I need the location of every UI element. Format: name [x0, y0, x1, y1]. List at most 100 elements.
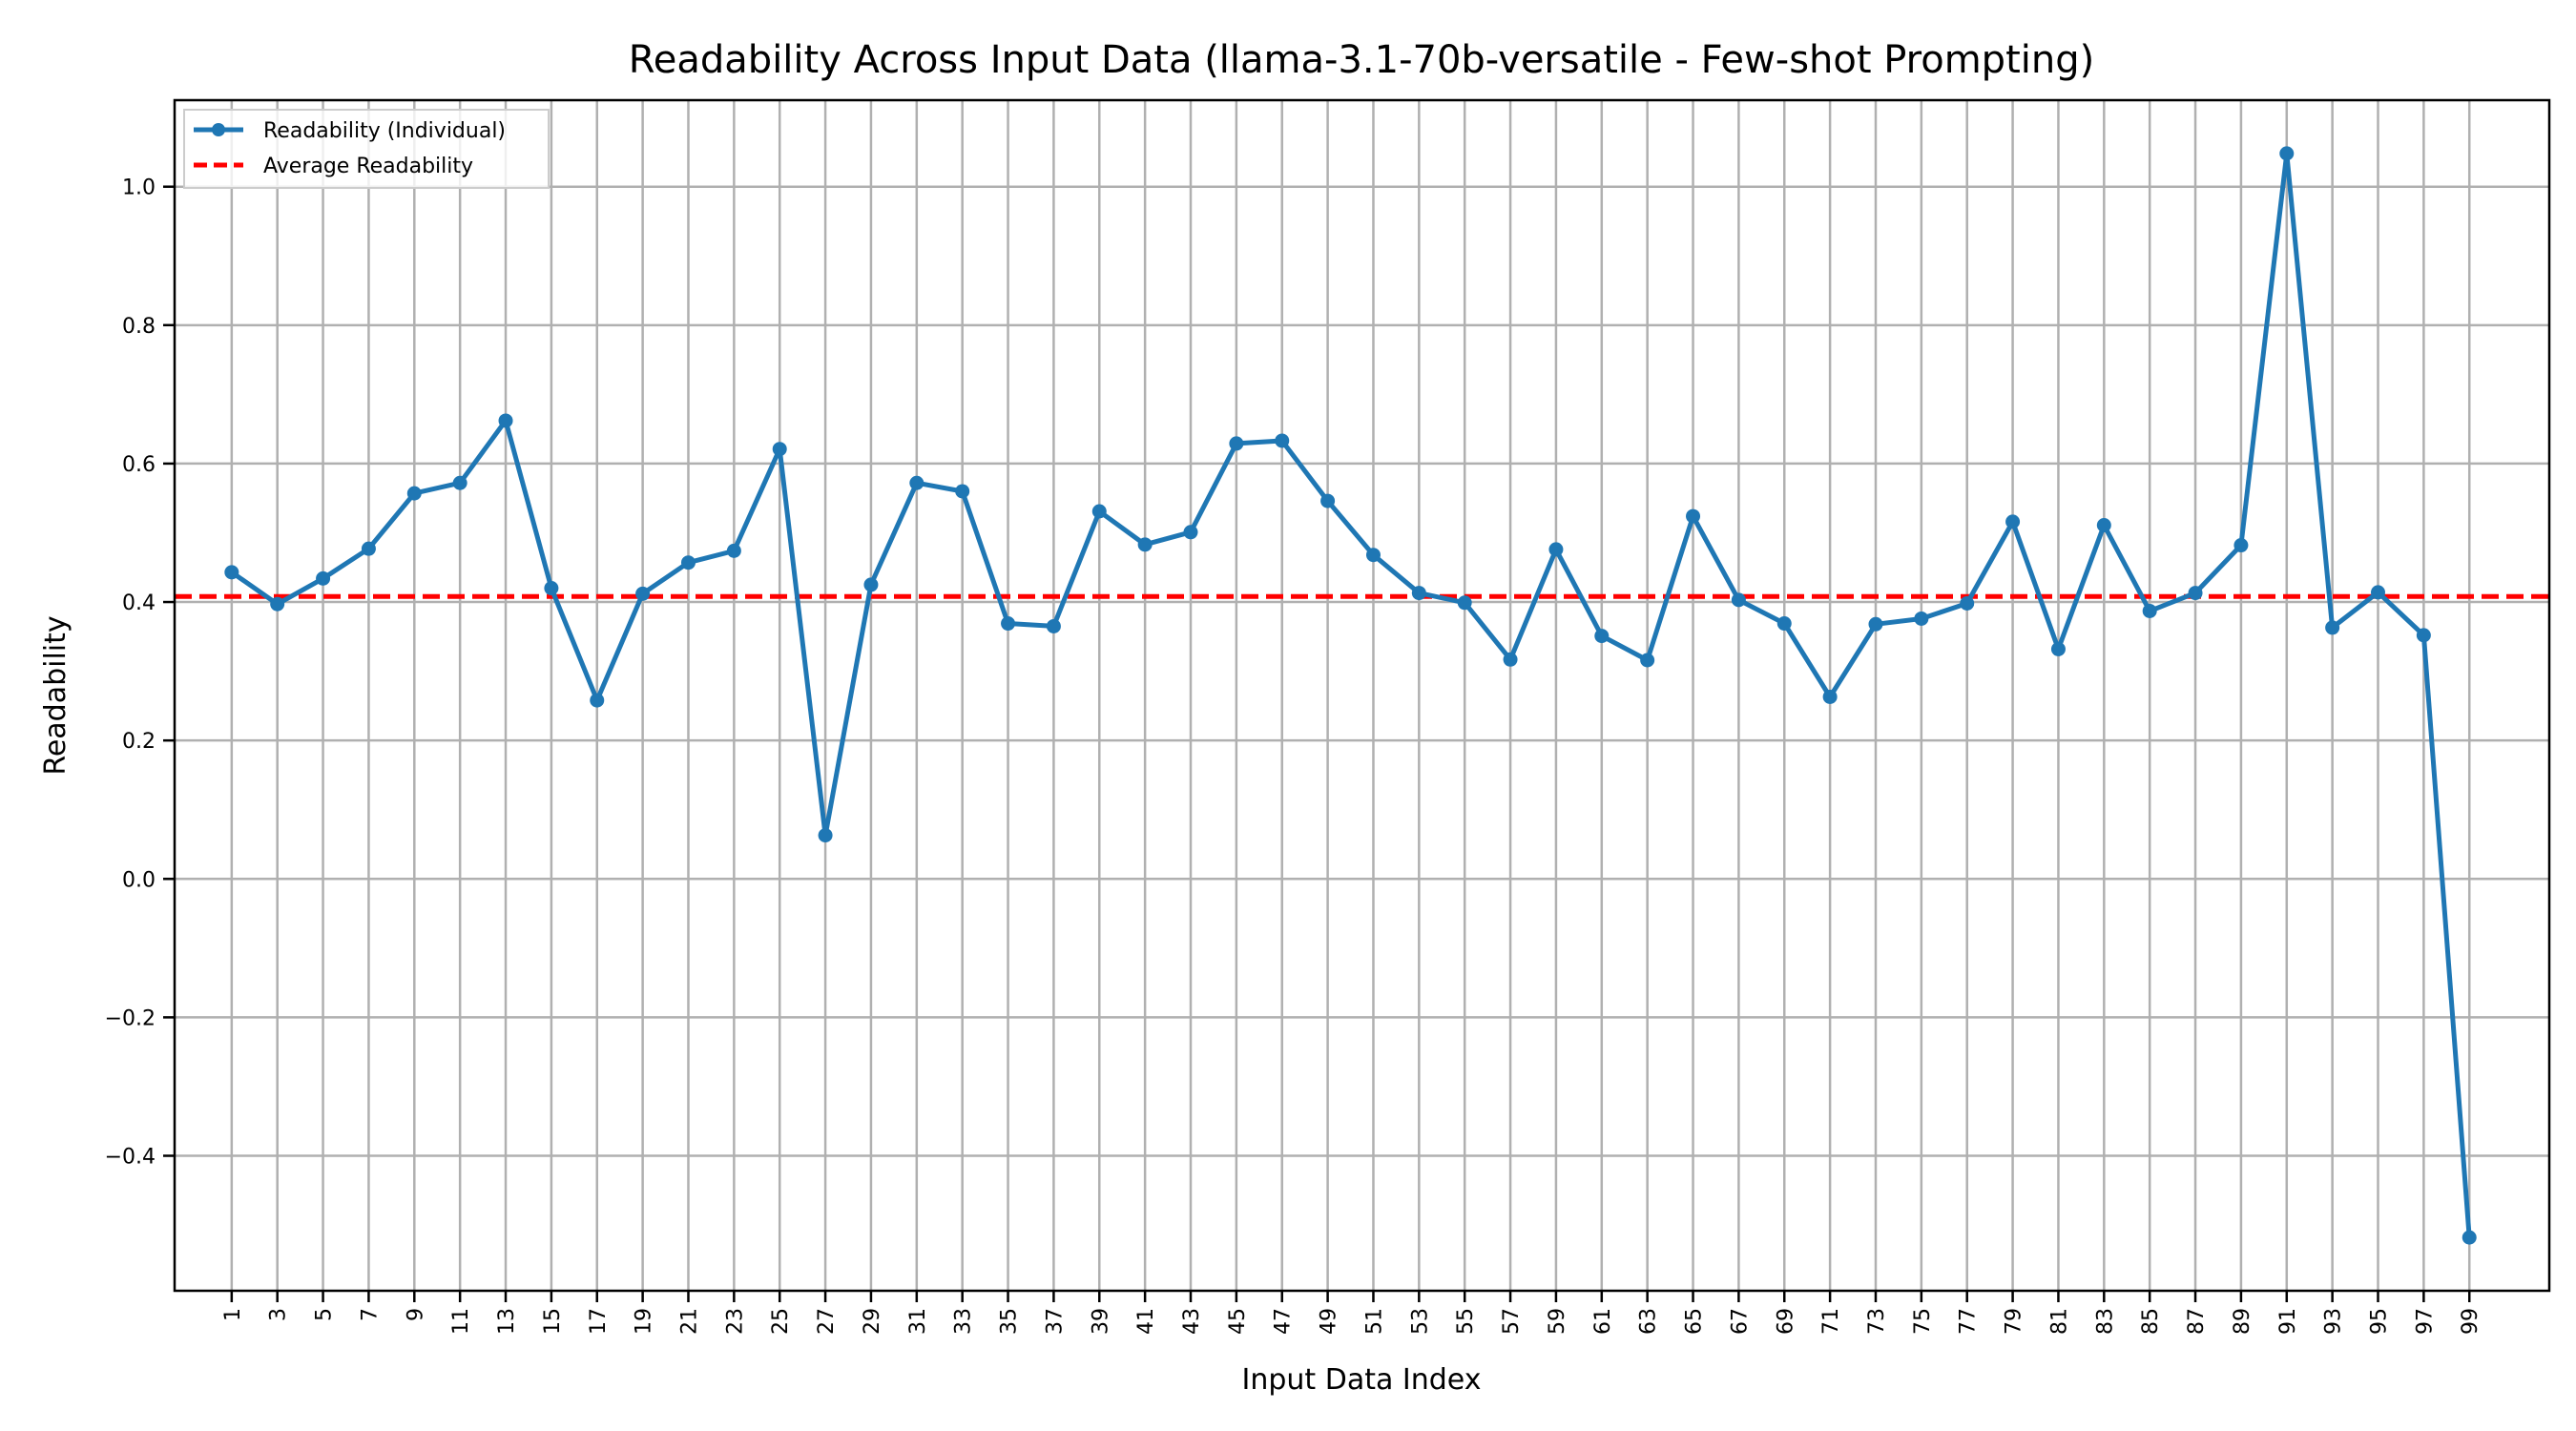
y-tick-label: −0.4 [105, 1146, 156, 1170]
x-tick-label: 69 [1774, 1308, 1797, 1335]
x-tick-label: 27 [815, 1308, 839, 1335]
x-tick-label: 57 [1500, 1308, 1524, 1335]
x-tick-label: 29 [861, 1308, 884, 1335]
x-tick-label: 99 [2459, 1308, 2483, 1335]
legend-marker-individual [212, 123, 225, 136]
grid [175, 100, 2549, 1291]
x-tick-label: 65 [1683, 1308, 1707, 1335]
x-tick-label: 25 [769, 1308, 793, 1335]
x-tick-label: 85 [2139, 1308, 2163, 1335]
data-point [2142, 603, 2157, 618]
legend-label-average: Average Readability [263, 155, 473, 178]
series-layer [224, 146, 2477, 1245]
x-tick-label: 61 [1591, 1308, 1615, 1335]
data-point [1229, 436, 1244, 451]
x-tick-label: 9 [404, 1308, 427, 1321]
data-point [2050, 641, 2066, 656]
data-point [1365, 548, 1381, 563]
x-tick-label: 77 [1957, 1308, 1981, 1335]
x-tick-label: 31 [906, 1308, 930, 1335]
data-point [1046, 618, 1061, 633]
legend-label-individual: Readability (Individual) [263, 119, 506, 143]
data-point [1594, 629, 1610, 644]
y-axis-label: Readability [39, 615, 73, 775]
legend-box [183, 109, 550, 189]
x-tick-label: 3 [267, 1308, 291, 1321]
data-point [1091, 504, 1107, 519]
data-point [2416, 628, 2431, 643]
data-point [1868, 616, 1883, 632]
x-tick-label: 15 [541, 1308, 565, 1335]
data-point [818, 828, 833, 843]
x-axis-ticks: 1 3 5 7 9 11 13 15 17 19 21 23 25 27 29 31 33 35 37 39 41 43 4… [221, 1291, 2483, 1335]
data-point [361, 541, 376, 556]
plot-area-frame [173, 98, 2551, 1293]
x-tick-label: 97 [2413, 1308, 2437, 1335]
data-point [955, 484, 970, 499]
x-tick-label: 81 [2047, 1308, 2071, 1335]
x-tick-label: 89 [2231, 1308, 2254, 1335]
x-tick-label: 21 [677, 1308, 701, 1335]
x-tick-label: 49 [1318, 1308, 1341, 1335]
data-point [590, 693, 605, 708]
data-point [2279, 146, 2295, 161]
y-axis-ticks: −0.4 −0.2 0.0 0.2 0.4 0.6 0.8 1.0 [105, 176, 175, 1170]
x-tick-label: 83 [2093, 1308, 2117, 1335]
data-point [452, 475, 467, 490]
data-point [270, 596, 285, 612]
data-point [726, 543, 741, 558]
x-tick-label: 35 [998, 1308, 1022, 1335]
x-tick-label: 95 [2368, 1308, 2392, 1335]
x-tick-label: 5 [313, 1308, 337, 1321]
data-point [1548, 542, 1564, 557]
y-tick-label: 0.4 [122, 591, 156, 615]
x-tick-label: 23 [723, 1308, 747, 1335]
data-point [1686, 508, 1701, 524]
x-tick-label: 45 [1226, 1308, 1250, 1335]
x-tick-label: 53 [1408, 1308, 1432, 1335]
x-tick-label: 93 [2322, 1308, 2346, 1335]
x-tick-label: 55 [1454, 1308, 1478, 1335]
x-tick-label: 37 [1043, 1308, 1067, 1335]
x-axis-label: Input Data Index [1242, 1363, 1482, 1397]
x-tick-label: 41 [1134, 1308, 1158, 1335]
data-point [1914, 611, 1929, 626]
y-tick-label: 0.6 [122, 453, 156, 477]
data-point [544, 581, 559, 596]
x-tick-label: 13 [495, 1308, 519, 1335]
data-point [1001, 616, 1016, 632]
data-point [1960, 595, 1975, 611]
readability-series-line [230, 151, 2472, 1238]
y-tick-label: 0.0 [122, 868, 156, 892]
data-point [1183, 525, 1198, 540]
data-point [1640, 653, 1655, 668]
data-point [316, 570, 331, 586]
data-point [1275, 433, 1290, 448]
data-point [2188, 586, 2203, 601]
x-tick-label: 43 [1180, 1308, 1204, 1335]
x-tick-label: 67 [1728, 1308, 1752, 1335]
x-tick-label: 79 [2003, 1308, 2026, 1335]
data-point [1457, 595, 1472, 611]
x-tick-label: 91 [2276, 1308, 2300, 1335]
x-tick-label: 59 [1546, 1308, 1569, 1335]
data-point [1411, 586, 1426, 601]
data-point [1776, 616, 1792, 632]
data-point [2233, 538, 2249, 553]
data-point [224, 565, 239, 580]
data-point [1137, 537, 1153, 552]
data-point [1822, 689, 1838, 704]
data-point [909, 475, 924, 490]
x-tick-label: 17 [587, 1308, 611, 1335]
x-tick-label: 71 [1819, 1308, 1843, 1335]
x-tick-label: 7 [358, 1308, 382, 1321]
x-tick-label: 75 [1911, 1308, 1935, 1335]
data-point [635, 586, 651, 601]
x-tick-label: 19 [633, 1308, 656, 1335]
data-point [2096, 518, 2111, 533]
x-tick-label: 47 [1272, 1308, 1296, 1335]
y-tick-label: 0.8 [122, 315, 156, 339]
data-point [2325, 620, 2340, 635]
data-point [863, 577, 879, 592]
